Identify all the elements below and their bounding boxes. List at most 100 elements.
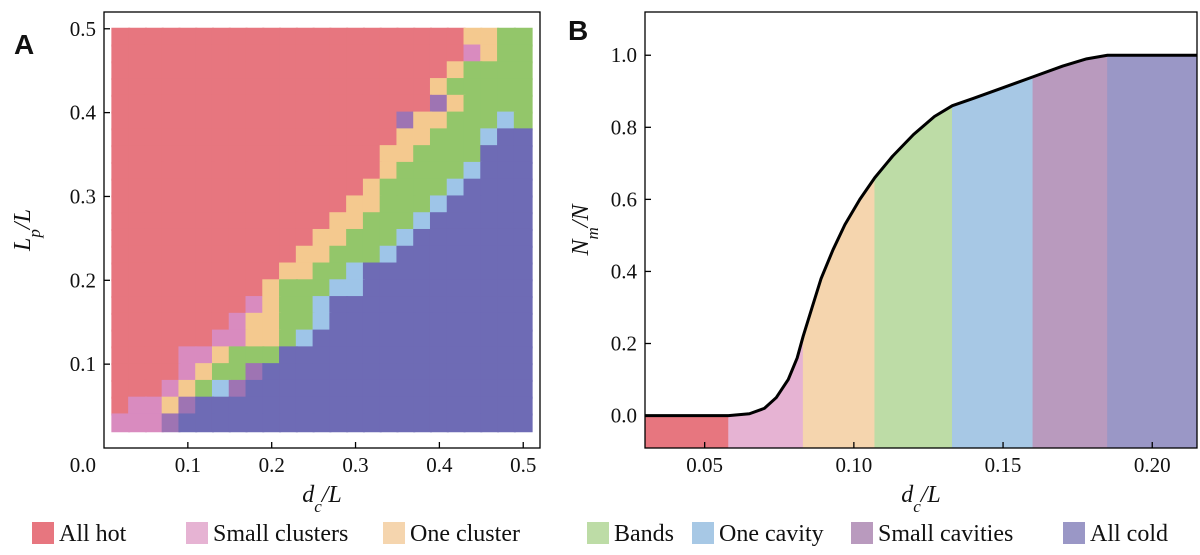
heatmap-cell bbox=[497, 78, 516, 97]
x-axis-label: dc/L bbox=[302, 482, 342, 516]
heatmap-cell bbox=[178, 379, 198, 399]
heatmap-cell bbox=[228, 195, 248, 215]
heatmap-cell bbox=[178, 245, 198, 265]
heatmap-cell bbox=[161, 228, 181, 248]
heatmap-cell bbox=[362, 161, 382, 181]
heatmap-cell bbox=[312, 312, 332, 332]
heatmap-cell bbox=[413, 346, 433, 366]
heatmap-cell bbox=[312, 363, 332, 382]
heatmap-cell bbox=[245, 111, 265, 131]
heatmap-cell bbox=[379, 329, 399, 349]
heatmap-cell bbox=[178, 61, 198, 81]
heatmap-cell bbox=[178, 296, 198, 315]
heatmap-cell bbox=[446, 195, 466, 215]
heatmap-cell bbox=[262, 279, 282, 299]
heatmap-cell bbox=[228, 363, 248, 382]
origin-label: 0.0 bbox=[70, 453, 96, 477]
heatmap-cell bbox=[111, 61, 131, 81]
heatmap-cell bbox=[111, 161, 131, 181]
heatmap-cell bbox=[429, 111, 449, 131]
heatmap-cell bbox=[480, 379, 500, 399]
heatmap-cell bbox=[362, 262, 382, 282]
heatmap-cell bbox=[463, 296, 483, 315]
heatmap-cell bbox=[329, 212, 349, 232]
heatmap-cell bbox=[211, 363, 231, 382]
heatmap-cell bbox=[144, 312, 164, 332]
heatmap-cell bbox=[329, 363, 349, 382]
heatmap-cell bbox=[396, 61, 416, 81]
heatmap-cell bbox=[195, 27, 215, 47]
heatmap-cell bbox=[279, 128, 298, 148]
heatmap-cell bbox=[429, 78, 449, 97]
heatmap-cell bbox=[362, 111, 382, 131]
heatmap-cell bbox=[178, 178, 198, 198]
heatmap-cell bbox=[195, 329, 215, 349]
heatmap-cell bbox=[279, 396, 298, 416]
heatmap-cell bbox=[446, 329, 466, 349]
heatmap-cell bbox=[144, 78, 164, 97]
heatmap-cell bbox=[262, 94, 282, 114]
heatmap-cell bbox=[497, 145, 516, 164]
heatmap-cell bbox=[295, 396, 315, 416]
heatmap-cell bbox=[396, 262, 416, 282]
heatmap-cell bbox=[463, 413, 483, 433]
heatmap-cell bbox=[111, 346, 131, 366]
legend-label: One cluster bbox=[410, 521, 520, 547]
heatmap-cell bbox=[195, 78, 215, 97]
heatmap-cell bbox=[429, 329, 449, 349]
heatmap-cell bbox=[279, 312, 298, 332]
heatmap-cell bbox=[228, 78, 248, 97]
heatmap-cell bbox=[513, 379, 533, 399]
heatmap-cell bbox=[195, 178, 215, 198]
heatmap-cell bbox=[161, 396, 181, 416]
heatmap-cell bbox=[362, 128, 382, 148]
heatmap-cell bbox=[279, 228, 298, 248]
heatmap-cell bbox=[379, 27, 399, 47]
heatmap-cell bbox=[413, 161, 433, 181]
heatmap-cell bbox=[178, 413, 198, 433]
heatmap-cell bbox=[211, 312, 231, 332]
heatmap-cell bbox=[245, 262, 265, 282]
heatmap-cell bbox=[245, 44, 265, 64]
heatmap-cell bbox=[262, 296, 282, 315]
heatmap-cell bbox=[245, 296, 265, 315]
heatmap-cell bbox=[446, 296, 466, 315]
heatmap-cell bbox=[295, 413, 315, 433]
heatmap-cell bbox=[446, 94, 466, 114]
heatmap-cell bbox=[111, 145, 131, 164]
heatmap-cell bbox=[178, 195, 198, 215]
heatmap-cell bbox=[144, 396, 164, 416]
heatmap-cell bbox=[178, 396, 198, 416]
heatmap-cell bbox=[279, 78, 298, 97]
heatmap-cell bbox=[346, 329, 365, 349]
heatmap-cell bbox=[161, 145, 181, 164]
heatmap-cell bbox=[144, 413, 164, 433]
heatmap-cell bbox=[513, 346, 533, 366]
heatmap-cell bbox=[480, 346, 500, 366]
heatmap-cell bbox=[144, 329, 164, 349]
y-tick-label: 0.2 bbox=[611, 332, 637, 356]
series-line bbox=[645, 53, 1197, 418]
heatmap-cell bbox=[429, 161, 449, 181]
heatmap-cell bbox=[413, 94, 433, 114]
heatmap-cell bbox=[245, 78, 265, 97]
heatmap-cell bbox=[379, 296, 399, 315]
heatmap-cell bbox=[513, 296, 533, 315]
heatmap-cell bbox=[295, 312, 315, 332]
heatmap-cell bbox=[329, 128, 349, 148]
heatmap-cell bbox=[262, 111, 282, 131]
heatmap-cell bbox=[513, 178, 533, 198]
heatmap-cell bbox=[144, 145, 164, 164]
heatmap-cell bbox=[128, 228, 147, 248]
heatmap-cell bbox=[144, 195, 164, 215]
heatmap-cell bbox=[262, 44, 282, 64]
heatmap-cell bbox=[513, 262, 533, 282]
heatmap-cell bbox=[362, 61, 382, 81]
heatmap-cell bbox=[111, 262, 131, 282]
heatmap-cell bbox=[446, 178, 466, 198]
heatmap-cell bbox=[128, 296, 147, 315]
heatmap-cell bbox=[262, 78, 282, 97]
heatmap-cell bbox=[480, 413, 500, 433]
heatmap-cell bbox=[312, 111, 332, 131]
